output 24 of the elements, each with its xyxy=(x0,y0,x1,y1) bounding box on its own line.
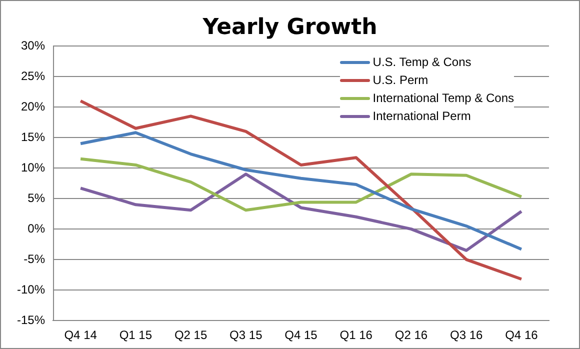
x-tick-label: Q2 16 xyxy=(394,328,428,342)
y-tick-label: 20% xyxy=(20,99,46,114)
y-tick-label: 0% xyxy=(28,221,46,236)
x-tick-label: Q4 16 xyxy=(505,328,538,342)
x-tick-label: Q2 15 xyxy=(174,328,208,342)
y-tick-label: 10% xyxy=(20,160,46,174)
x-tick-label: Q4 14 xyxy=(64,328,98,342)
x-tick-label: Q1 15 xyxy=(119,328,152,342)
x-tick-label: Q3 15 xyxy=(230,328,263,342)
x-tick-label: Q4 15 xyxy=(284,328,318,342)
y-tick-label: 30% xyxy=(20,38,46,52)
legend-label: U.S. Temp & Cons xyxy=(372,55,472,69)
y-tick-label: -5% xyxy=(24,252,46,266)
y-tick-label: -15% xyxy=(17,312,46,327)
y-tick-label: -10% xyxy=(17,282,46,296)
x-tick-label: Q3 16 xyxy=(450,328,483,342)
y-tick-label: 25% xyxy=(20,68,46,83)
x-tick-label: Q1 16 xyxy=(340,328,373,342)
y-tick-label: 5% xyxy=(28,190,46,205)
y-tick-label: 15% xyxy=(20,130,46,144)
legend-label: U.S. Perm xyxy=(372,73,428,87)
legend-label: International Temp & Cons xyxy=(372,91,514,105)
chart-title: Yearly Growth xyxy=(202,15,378,40)
legend-label: International Perm xyxy=(372,109,471,123)
